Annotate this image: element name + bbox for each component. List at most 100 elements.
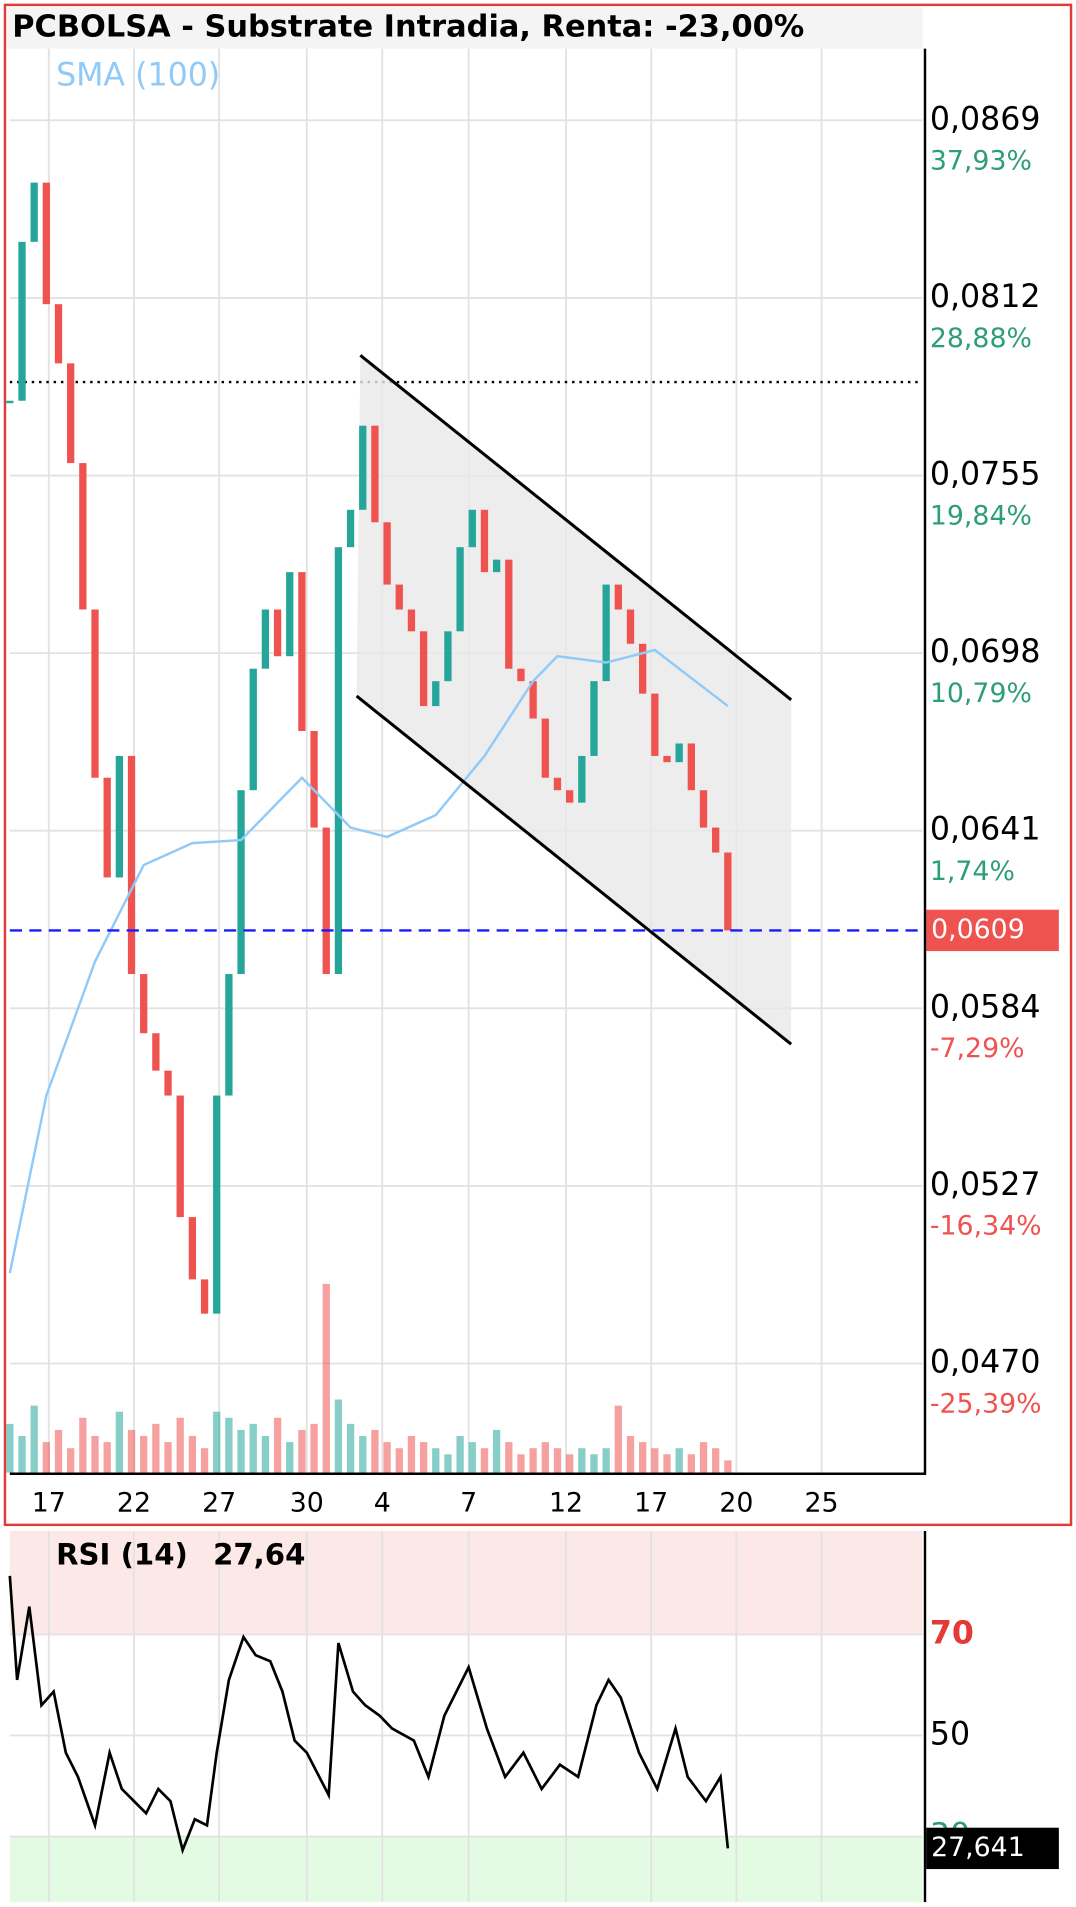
candle-body	[419, 631, 428, 707]
candle-body	[529, 681, 537, 719]
volume-bar	[505, 1442, 513, 1473]
candle-body	[176, 1095, 184, 1218]
candle-body	[54, 304, 63, 364]
panel-frame	[3, 3, 1073, 1527]
volume-bar	[359, 1436, 367, 1473]
volume-bar	[383, 1442, 391, 1473]
rsi-current-badge	[926, 1827, 1059, 1870]
volume-bar	[225, 1417, 233, 1473]
volume-bar	[164, 1442, 172, 1473]
volume-bar	[529, 1448, 537, 1473]
x-tick-label: 20	[719, 1488, 753, 1519]
candle-body	[334, 547, 343, 975]
volume-bar	[67, 1448, 75, 1473]
volume-bar	[115, 1411, 124, 1473]
volume-bar	[18, 1436, 26, 1473]
volume-bar	[626, 1436, 635, 1473]
rsi-value: 27,64	[213, 1538, 305, 1572]
candle-body	[651, 693, 659, 756]
candle-body	[444, 631, 452, 682]
candle-body	[371, 425, 379, 523]
volume-bar	[444, 1454, 452, 1473]
volume-bar	[468, 1442, 476, 1473]
x-tick-label: 27	[202, 1488, 236, 1519]
volume-bar	[687, 1454, 695, 1473]
candle-body	[456, 547, 464, 632]
candle-body	[127, 755, 136, 975]
y-tick-label: 0,0869	[930, 101, 1041, 137]
candle-body	[322, 827, 330, 975]
volume-bar	[675, 1448, 683, 1473]
volume-bar	[614, 1405, 622, 1473]
candle-body	[261, 609, 270, 669]
candle-body	[505, 559, 513, 669]
candle-body	[675, 743, 683, 763]
volume-bar	[298, 1429, 306, 1473]
candle-body	[200, 1279, 209, 1314]
volume-bar	[456, 1436, 464, 1473]
y2-tick-label: 19,84%	[930, 500, 1032, 531]
volume-bar	[322, 1283, 330, 1473]
candle-body	[249, 668, 257, 791]
current-price-label: 0,0609	[931, 914, 1025, 945]
y-tick-label: 0,0812	[930, 279, 1041, 315]
candle-body	[480, 509, 489, 573]
candle-body	[712, 827, 720, 853]
channel-fill	[356, 355, 792, 1045]
candle-body	[67, 363, 75, 464]
volume-bar	[54, 1429, 63, 1473]
volume-bar	[432, 1448, 440, 1473]
candle-body	[359, 425, 367, 510]
volume-bar	[334, 1399, 343, 1473]
y-tick-label: 0,0698	[930, 634, 1041, 670]
candle-body	[298, 572, 306, 732]
volume-bar	[273, 1417, 282, 1473]
volume-bar	[188, 1436, 197, 1473]
x-tick-label: 17	[634, 1488, 668, 1519]
current-price-badge	[926, 909, 1059, 952]
labels-layer: 17 22 27 30 4 7 12 17 20 25 0,0869 0,0812 0,0755 0,06…	[32, 101, 1059, 1870]
y2-tick-label: -7,29%	[930, 1033, 1025, 1064]
candle-body	[91, 609, 99, 778]
title-bar	[7, 7, 923, 49]
volume-bar	[42, 1442, 50, 1473]
candle-body	[310, 731, 318, 828]
y2-tick-label: -25,39%	[930, 1388, 1042, 1419]
volume-bar	[602, 1448, 610, 1473]
candle-body	[590, 681, 598, 756]
candle-body	[164, 1070, 172, 1096]
candle-body	[517, 668, 525, 682]
volume-bar	[553, 1448, 562, 1473]
candle-body	[213, 1095, 221, 1314]
candle-body	[237, 790, 245, 975]
volume-bar	[127, 1429, 136, 1473]
y-tick-label: 0,0584	[930, 989, 1041, 1025]
y2-tick-label: 37,93%	[930, 145, 1032, 176]
candle-body	[432, 681, 440, 707]
volume-bar	[213, 1411, 221, 1473]
rsi-line	[8, 1575, 730, 1855]
candle-body	[724, 852, 732, 931]
y2-tick-label: 28,88%	[930, 323, 1032, 354]
volume-bar	[541, 1442, 549, 1473]
volume-bar	[565, 1454, 574, 1473]
background-layer	[9, 48, 923, 1903]
candle-body	[273, 609, 282, 657]
x-tick-label: 25	[805, 1488, 839, 1519]
volume-bar	[517, 1454, 525, 1473]
candle-body	[103, 777, 111, 878]
volume-bar	[310, 1423, 318, 1473]
x-tick-label: 4	[374, 1488, 391, 1519]
volume-bar	[419, 1442, 428, 1473]
candle-body	[225, 974, 233, 1096]
volume-bar	[30, 1405, 38, 1473]
candle-body	[395, 584, 403, 610]
volume-bar	[639, 1442, 647, 1473]
candle-body	[687, 743, 695, 791]
volume-bar	[492, 1429, 501, 1473]
candle-body	[626, 609, 635, 644]
x-tick-label: 7	[460, 1488, 477, 1519]
volume-bar	[140, 1436, 148, 1473]
y-tick-label: 0,0527	[930, 1167, 1041, 1203]
